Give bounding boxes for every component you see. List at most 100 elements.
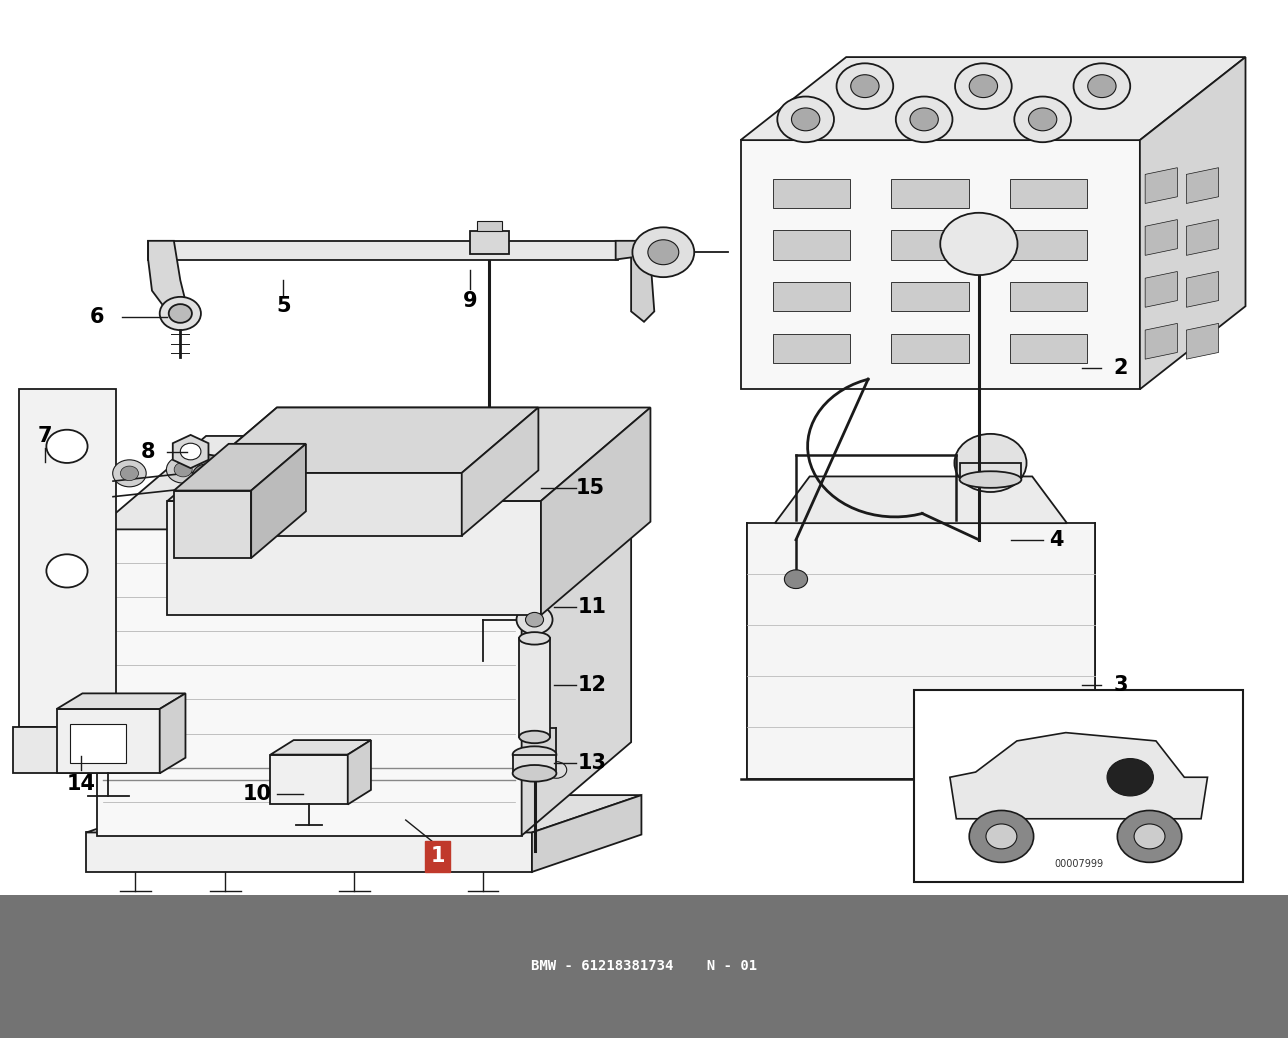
Polygon shape	[86, 795, 641, 832]
Polygon shape	[949, 733, 1207, 819]
Polygon shape	[741, 140, 1140, 389]
Circle shape	[648, 240, 679, 265]
Polygon shape	[174, 444, 307, 491]
Bar	[747, 523, 1095, 778]
Polygon shape	[270, 755, 348, 804]
Bar	[513, 755, 556, 773]
Circle shape	[193, 464, 222, 487]
Polygon shape	[1140, 57, 1245, 389]
Circle shape	[1087, 75, 1115, 98]
Circle shape	[113, 460, 147, 487]
Polygon shape	[251, 444, 307, 558]
Text: 3: 3	[1113, 675, 1128, 695]
Circle shape	[1014, 97, 1070, 142]
Bar	[477, 221, 502, 231]
Polygon shape	[201, 408, 538, 473]
Polygon shape	[532, 795, 641, 872]
Polygon shape	[178, 471, 236, 507]
Text: 12: 12	[578, 675, 607, 695]
Circle shape	[46, 554, 88, 588]
Circle shape	[784, 570, 808, 589]
Circle shape	[546, 762, 567, 778]
Polygon shape	[174, 491, 251, 558]
Circle shape	[406, 436, 434, 459]
Text: 8: 8	[140, 441, 156, 462]
Ellipse shape	[519, 632, 550, 645]
Bar	[70, 725, 126, 763]
Polygon shape	[97, 529, 522, 836]
Circle shape	[160, 297, 201, 330]
Bar	[773, 334, 850, 363]
Text: 6: 6	[89, 306, 104, 327]
Bar	[960, 463, 1021, 480]
Polygon shape	[1186, 168, 1218, 203]
Circle shape	[121, 466, 139, 481]
Polygon shape	[348, 740, 371, 804]
Circle shape	[394, 427, 446, 468]
Circle shape	[954, 434, 1027, 492]
Polygon shape	[580, 445, 616, 493]
Text: 15: 15	[576, 477, 604, 498]
Polygon shape	[392, 442, 448, 477]
Bar	[914, 690, 1243, 882]
Bar	[891, 282, 969, 311]
Bar	[773, 179, 850, 208]
Circle shape	[954, 63, 1012, 109]
Circle shape	[180, 443, 201, 460]
Circle shape	[169, 304, 192, 323]
Polygon shape	[19, 389, 116, 727]
Circle shape	[777, 97, 835, 142]
Circle shape	[985, 824, 1016, 849]
Text: 13: 13	[578, 753, 607, 773]
Bar	[891, 230, 969, 260]
Polygon shape	[616, 241, 654, 322]
Polygon shape	[86, 832, 532, 872]
Text: 9: 9	[462, 291, 478, 311]
Bar	[0, 895, 1288, 1038]
Bar	[891, 179, 969, 208]
Text: 4: 4	[1048, 529, 1064, 550]
Polygon shape	[57, 709, 160, 773]
Text: 00007999: 00007999	[1054, 858, 1104, 869]
Circle shape	[282, 455, 300, 469]
Circle shape	[516, 605, 553, 634]
Circle shape	[526, 612, 544, 627]
Polygon shape	[57, 693, 185, 709]
Polygon shape	[167, 501, 541, 616]
Polygon shape	[1186, 272, 1218, 307]
Text: 14: 14	[67, 773, 95, 794]
Circle shape	[632, 227, 694, 277]
Polygon shape	[1145, 220, 1177, 255]
Bar	[773, 282, 850, 311]
Ellipse shape	[513, 765, 556, 782]
Circle shape	[791, 108, 819, 131]
Polygon shape	[1186, 220, 1218, 255]
Circle shape	[381, 441, 415, 468]
Text: 5: 5	[276, 296, 291, 317]
Polygon shape	[1186, 324, 1218, 359]
Polygon shape	[775, 476, 1066, 523]
Text: 10: 10	[243, 784, 272, 804]
Polygon shape	[148, 241, 618, 260]
Circle shape	[1133, 824, 1164, 849]
Circle shape	[389, 447, 407, 462]
Ellipse shape	[519, 731, 550, 743]
Bar	[470, 231, 509, 254]
Circle shape	[940, 213, 1018, 275]
Polygon shape	[13, 727, 129, 773]
Bar	[1010, 334, 1087, 363]
Ellipse shape	[513, 746, 556, 763]
Polygon shape	[1145, 272, 1177, 307]
Polygon shape	[541, 408, 650, 616]
Circle shape	[836, 63, 894, 109]
Polygon shape	[97, 436, 631, 529]
Polygon shape	[148, 241, 187, 311]
Bar	[891, 334, 969, 363]
Ellipse shape	[960, 471, 1021, 488]
Circle shape	[1028, 108, 1056, 131]
Circle shape	[274, 448, 308, 475]
Bar	[773, 230, 850, 260]
Polygon shape	[1145, 324, 1177, 359]
Circle shape	[220, 453, 254, 480]
Text: 7: 7	[37, 426, 53, 446]
